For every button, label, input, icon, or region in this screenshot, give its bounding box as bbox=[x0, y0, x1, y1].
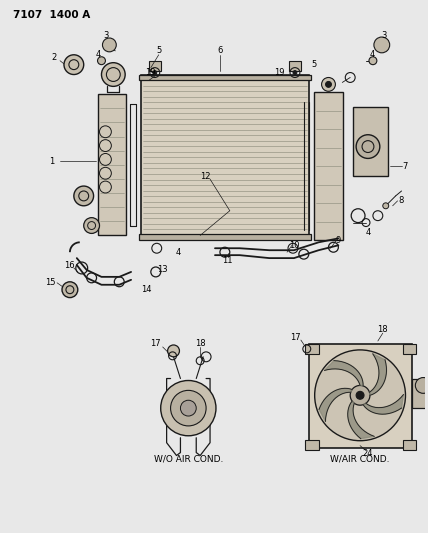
Text: 4: 4 bbox=[369, 50, 374, 59]
Text: 3: 3 bbox=[104, 30, 109, 39]
Polygon shape bbox=[319, 389, 352, 422]
Text: 24: 24 bbox=[363, 449, 373, 458]
Text: 16: 16 bbox=[65, 261, 75, 270]
Circle shape bbox=[74, 186, 94, 206]
Text: 9: 9 bbox=[336, 236, 341, 245]
Bar bbox=[139, 235, 311, 240]
Circle shape bbox=[321, 77, 336, 91]
Text: 13: 13 bbox=[158, 265, 168, 274]
Bar bbox=[141, 75, 309, 240]
Bar bbox=[289, 61, 301, 70]
Text: 15: 15 bbox=[45, 278, 55, 287]
Circle shape bbox=[326, 82, 331, 87]
Circle shape bbox=[374, 37, 389, 53]
Text: 6: 6 bbox=[217, 46, 223, 55]
Circle shape bbox=[293, 70, 297, 75]
Circle shape bbox=[369, 56, 377, 64]
Text: 3: 3 bbox=[381, 30, 386, 39]
Bar bbox=[98, 94, 126, 236]
Bar bbox=[309, 344, 413, 448]
Circle shape bbox=[160, 381, 216, 436]
Text: 18: 18 bbox=[195, 340, 205, 349]
Text: 4: 4 bbox=[96, 50, 101, 59]
Circle shape bbox=[415, 377, 428, 393]
Text: 5: 5 bbox=[311, 60, 316, 69]
Bar bbox=[402, 440, 416, 450]
Bar bbox=[305, 344, 318, 354]
Circle shape bbox=[383, 203, 389, 209]
Bar bbox=[413, 378, 428, 408]
Circle shape bbox=[181, 400, 196, 416]
Circle shape bbox=[84, 217, 99, 233]
Circle shape bbox=[98, 56, 105, 64]
Text: 17: 17 bbox=[290, 333, 300, 342]
Text: 14: 14 bbox=[141, 285, 151, 294]
Polygon shape bbox=[348, 401, 374, 439]
Circle shape bbox=[64, 55, 84, 75]
Polygon shape bbox=[324, 361, 363, 386]
Text: 4: 4 bbox=[176, 248, 181, 257]
Circle shape bbox=[356, 391, 364, 399]
Text: 7: 7 bbox=[403, 162, 408, 171]
Circle shape bbox=[171, 390, 206, 426]
Text: 5: 5 bbox=[156, 46, 161, 55]
Circle shape bbox=[101, 63, 125, 86]
Text: W/O AIR COND.: W/O AIR COND. bbox=[154, 455, 223, 464]
Text: 17: 17 bbox=[151, 340, 161, 349]
Circle shape bbox=[168, 345, 179, 357]
Text: 18: 18 bbox=[377, 325, 388, 334]
Text: 19: 19 bbox=[274, 68, 284, 77]
Circle shape bbox=[356, 135, 380, 158]
Circle shape bbox=[153, 70, 157, 75]
Circle shape bbox=[102, 38, 116, 52]
Text: 10: 10 bbox=[289, 241, 299, 250]
Circle shape bbox=[350, 385, 370, 405]
Text: 19: 19 bbox=[146, 68, 156, 77]
Bar bbox=[353, 107, 388, 176]
Polygon shape bbox=[363, 394, 404, 414]
Circle shape bbox=[62, 282, 78, 297]
Bar bbox=[305, 440, 318, 450]
Bar bbox=[402, 344, 416, 354]
Bar bbox=[314, 92, 343, 240]
Text: 4: 4 bbox=[366, 228, 371, 237]
Text: 7107  1400 A: 7107 1400 A bbox=[13, 10, 90, 20]
Text: 12: 12 bbox=[200, 172, 211, 181]
Text: W/AIR COND.: W/AIR COND. bbox=[330, 455, 390, 464]
Circle shape bbox=[315, 350, 405, 441]
Text: 1: 1 bbox=[50, 157, 55, 166]
Text: 2: 2 bbox=[51, 53, 57, 62]
Polygon shape bbox=[369, 354, 386, 395]
Bar bbox=[149, 61, 160, 70]
Bar bbox=[139, 75, 311, 80]
Text: 8: 8 bbox=[399, 196, 404, 205]
Text: 11: 11 bbox=[223, 256, 233, 264]
